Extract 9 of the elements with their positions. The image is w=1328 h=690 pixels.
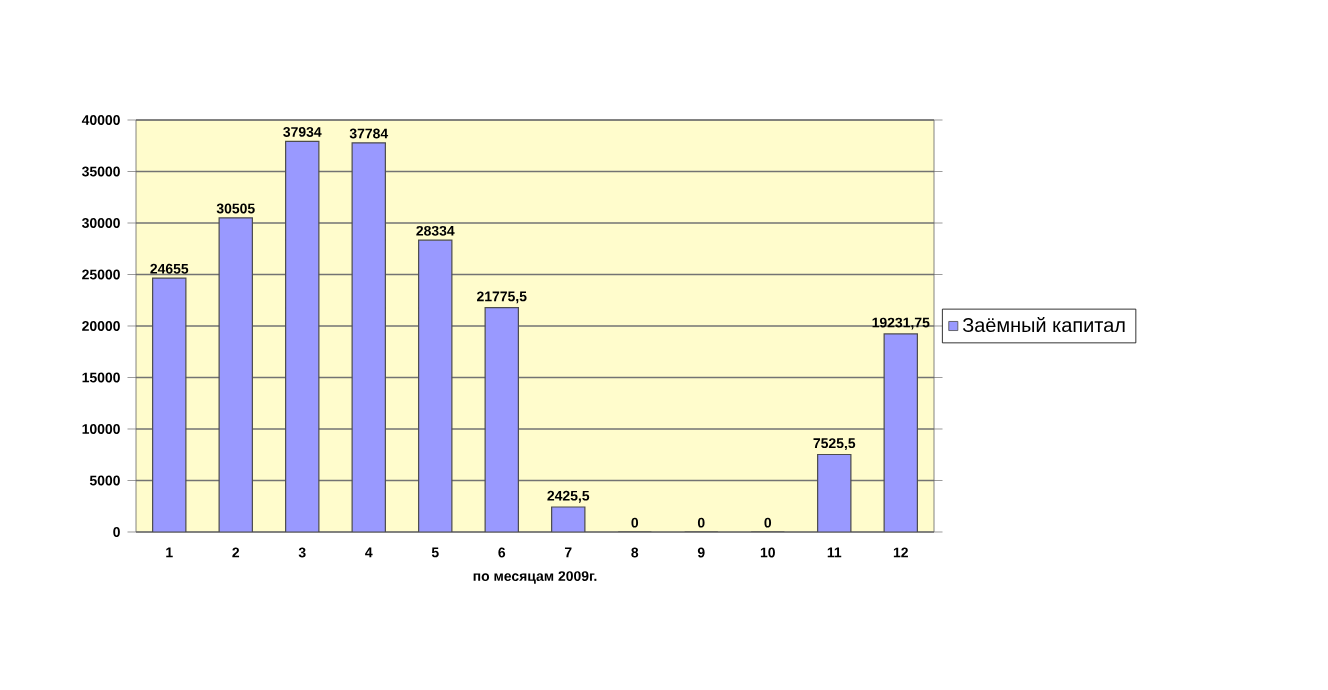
- bar: [418, 239, 453, 532]
- bar: [351, 142, 386, 532]
- bar: [285, 140, 320, 532]
- bar: [883, 333, 918, 532]
- bar: [484, 307, 519, 532]
- bar: [152, 277, 187, 532]
- bar: [218, 217, 253, 532]
- legend-label: Заёмный капитал: [962, 317, 1125, 333]
- bar: [817, 453, 852, 532]
